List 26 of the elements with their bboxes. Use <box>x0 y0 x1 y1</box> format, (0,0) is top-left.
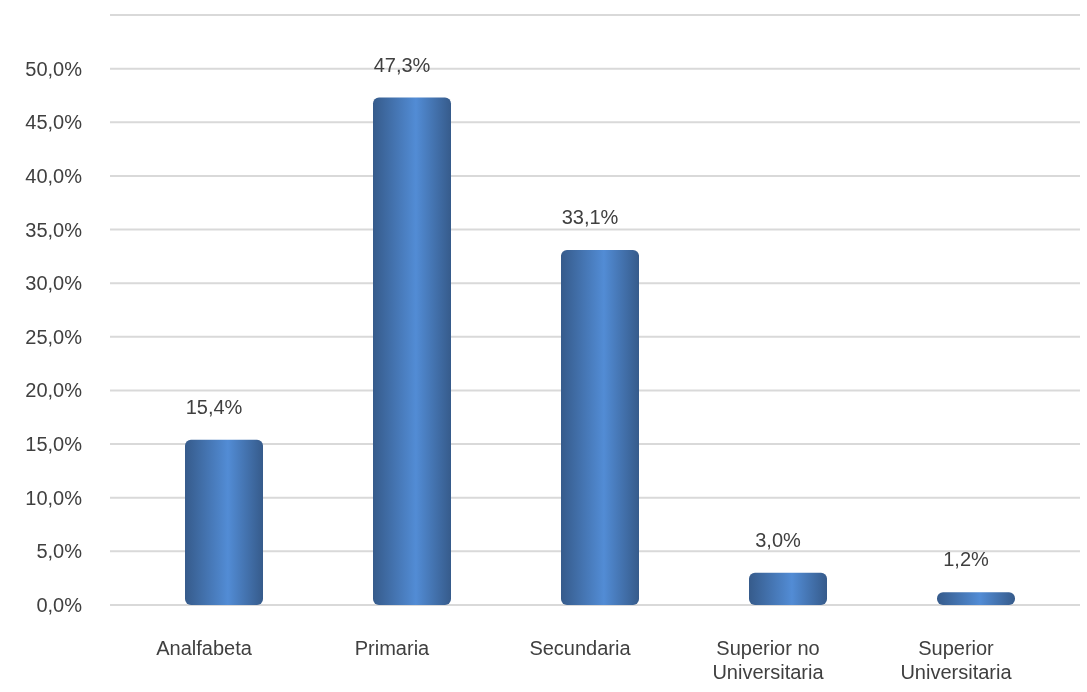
bar <box>937 592 1015 605</box>
y-tick-label: 15,0% <box>25 433 83 456</box>
x-tick-label: Analfabeta <box>156 637 253 659</box>
bar <box>561 249 639 605</box>
data-label: 15,4% <box>185 395 243 418</box>
y-tick-label: 0,0% <box>36 594 83 616</box>
bar <box>185 439 263 605</box>
y-tick-label: 30,0% <box>25 272 83 295</box>
y-tick-label: 10,0% <box>25 486 83 509</box>
y-tick-label: 25,0% <box>25 325 83 348</box>
y-tick-label: 5,0% <box>36 540 83 563</box>
y-tick-label: 35,0% <box>25 218 83 241</box>
data-label: 1,2% <box>943 548 990 571</box>
x-tick-label: Superior no Universitaria <box>712 637 825 683</box>
x-tick-label: Superior Universitaria <box>900 637 1013 683</box>
data-label: 33,1% <box>561 205 619 228</box>
y-tick-label: 50,0% <box>25 57 83 80</box>
y-tick-label: 40,0% <box>25 164 83 187</box>
y-tick-label: 20,0% <box>25 379 83 402</box>
bar <box>749 572 827 605</box>
bar <box>373 97 451 605</box>
y-tick-label: 45,0% <box>25 111 83 134</box>
x-tick-label: Secundaria <box>529 637 632 659</box>
data-label: 3,0% <box>755 528 802 551</box>
data-label: 47,3% <box>373 53 431 76</box>
x-tick-label: Primaria <box>354 637 431 659</box>
